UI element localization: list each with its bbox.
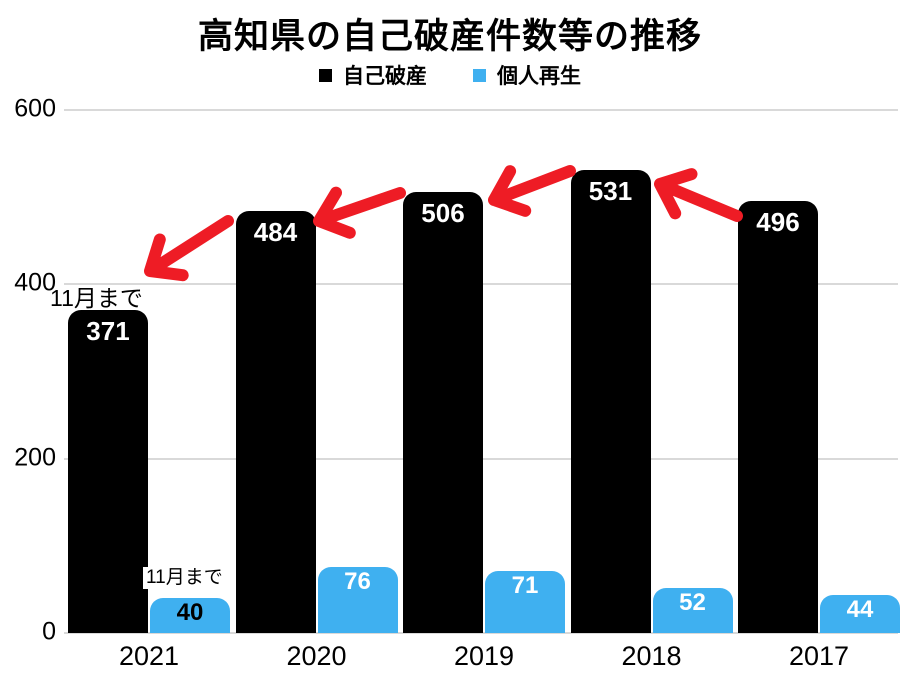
annotation-note-0: 11月まで [50,285,143,311]
y-axis-tick-200: 200 [14,442,56,471]
x-axis-label-2018: 2018 [621,641,682,671]
y-axis-tick-400: 400 [14,268,56,297]
x-axis-label-2017: 2017 [788,641,850,671]
bar-value-label-2017-個人再生: 44 [846,595,874,623]
rehabilitation-bar-2018: 52 [652,587,733,633]
bar-value-label-2021-個人再生: 40 [176,599,204,627]
bar-value-label-2018-個人再生: 52 [679,588,706,616]
trend-arrow-1 [313,186,406,239]
bar-value-label-2020-個人再生: 76 [344,567,371,595]
gridline-0 [64,632,898,634]
bar-value-label-2018-自己破産: 531 [588,176,633,207]
bar-value-label-2019-個人再生: 71 [511,572,539,600]
legend-label-rehabilitation: 個人再生 [497,65,581,88]
trend-arrow-2 [488,165,576,217]
bankruptcy-bar-2018: 531 [570,170,651,633]
legend-item-rehabilitation: 個人再生 [473,60,581,90]
bankruptcy-bar-2021: 371 [68,309,148,633]
x-axis-label-2021: 2021 [118,641,180,671]
annotation-note-1: 11月まで [143,567,226,589]
rehabilitation-bar-2019: 71 [485,571,565,633]
bar-value-label-2020-自己破産: 484 [253,217,298,248]
bar-value-label-2019-自己破産: 506 [421,197,465,228]
bankruptcy-bar-2019: 506 [403,191,483,633]
bankruptcy-bar-2017: 496 [738,200,818,633]
bankruptcy-swatch-icon [319,68,332,82]
chart-title: 高知県の自己破産件数等の推移 [197,17,702,56]
legend-label-bankruptcy: 自己破産 [343,65,427,88]
bankruptcy-bar-2020: 484 [235,211,316,633]
rehabilitation-bar-2020: 76 [317,566,398,633]
x-axis-label-2019: 2019 [453,641,515,671]
trend-arrow-3 [654,168,743,222]
rehabilitation-swatch-icon [473,68,486,82]
y-axis-tick-600: 600 [14,94,56,123]
rehabilitation-bar-2021: 40 [150,598,230,633]
rehabilitation-bar-2017: 44 [820,594,900,633]
legend: 自己破産 個人再生 [0,60,900,90]
legend-item-bankruptcy: 自己破産 [319,60,427,90]
bar-value-label-2021-自己破産: 371 [86,315,130,346]
gridline-600 [64,109,898,111]
bar-value-label-2017-自己破産: 496 [756,206,800,237]
y-axis-tick-0: 0 [42,617,56,646]
x-axis-label-2020: 2020 [286,641,347,671]
trend-arrow-0 [144,215,234,282]
